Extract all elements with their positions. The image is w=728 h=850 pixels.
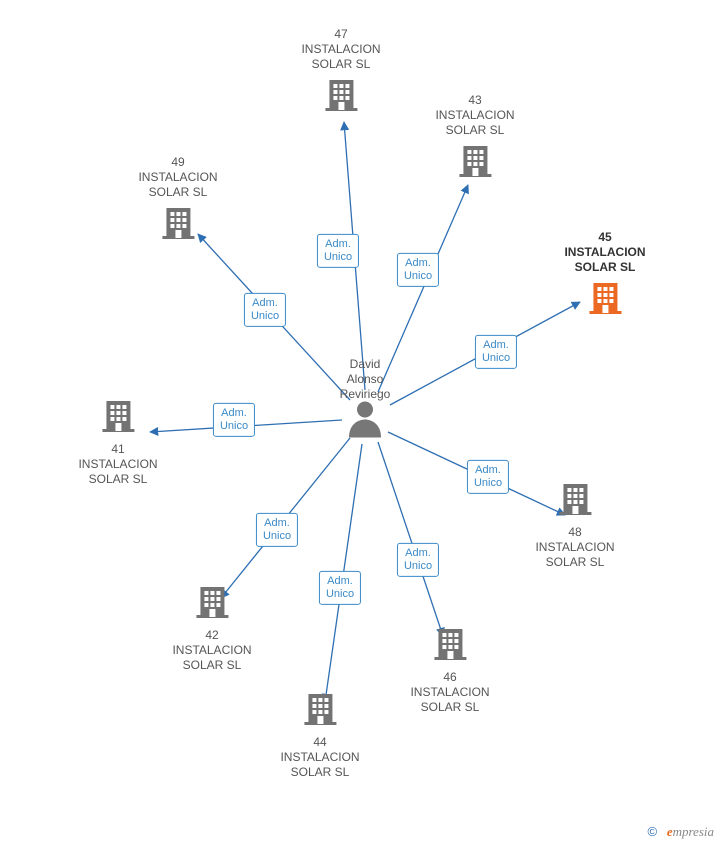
company-label: 42INSTALACIONSOLAR SL xyxy=(172,628,251,673)
building-icon xyxy=(564,279,645,320)
company-node-47[interactable]: 47INSTALACIONSOLAR SL xyxy=(301,27,380,117)
company-node-44[interactable]: 44INSTALACIONSOLAR SL xyxy=(280,690,359,780)
edge-label: Adm. Unico xyxy=(467,460,509,494)
company-node-45[interactable]: 45INSTALACIONSOLAR SL xyxy=(564,230,645,320)
company-node-43[interactable]: 43INSTALACIONSOLAR SL xyxy=(435,93,514,183)
company-node-49[interactable]: 49INSTALACIONSOLAR SL xyxy=(138,155,217,245)
building-icon xyxy=(435,142,514,183)
company-node-42[interactable]: 42INSTALACIONSOLAR SL xyxy=(172,583,251,673)
building-icon xyxy=(280,690,359,731)
edge-line xyxy=(378,442,443,636)
edge-label: Adm. Unico xyxy=(317,234,359,268)
company-label: 46INSTALACIONSOLAR SL xyxy=(410,670,489,715)
company-label: 48INSTALACIONSOLAR SL xyxy=(535,525,614,570)
credit-line: © empresia xyxy=(647,824,714,840)
company-label: 49INSTALACIONSOLAR SL xyxy=(138,155,217,200)
building-icon xyxy=(410,625,489,666)
credit-brand-rest: mpresia xyxy=(673,824,714,839)
network-diagram: © empresia David Alonso Reviriego 47INSTA… xyxy=(0,0,728,850)
edge-label: Adm. Unico xyxy=(397,253,439,287)
company-node-41[interactable]: 41INSTALACIONSOLAR SL xyxy=(78,397,157,487)
company-node-48[interactable]: 48INSTALACIONSOLAR SL xyxy=(535,480,614,570)
company-label: 41INSTALACIONSOLAR SL xyxy=(78,442,157,487)
building-icon xyxy=(138,204,217,245)
building-icon xyxy=(301,76,380,117)
company-node-46[interactable]: 46INSTALACIONSOLAR SL xyxy=(410,625,489,715)
copyright-mark: © xyxy=(647,824,657,839)
company-label: 44INSTALACIONSOLAR SL xyxy=(280,735,359,780)
edge-label: Adm. Unico xyxy=(213,403,255,437)
building-icon xyxy=(535,480,614,521)
edge-label: Adm. Unico xyxy=(397,543,439,577)
building-icon xyxy=(78,397,157,438)
center-person-label: David Alonso Reviriego xyxy=(340,357,391,402)
edge-label: Adm. Unico xyxy=(319,571,361,605)
person-icon xyxy=(345,398,385,443)
center-person-node[interactable] xyxy=(345,398,385,443)
building-icon xyxy=(172,583,251,624)
edge-label: Adm. Unico xyxy=(244,293,286,327)
edge-label: Adm. Unico xyxy=(256,513,298,547)
edge-label: Adm. Unico xyxy=(475,335,517,369)
company-label: 47INSTALACIONSOLAR SL xyxy=(301,27,380,72)
edge-line xyxy=(378,185,468,392)
company-label: 45INSTALACIONSOLAR SL xyxy=(564,230,645,275)
company-label: 43INSTALACIONSOLAR SL xyxy=(435,93,514,138)
